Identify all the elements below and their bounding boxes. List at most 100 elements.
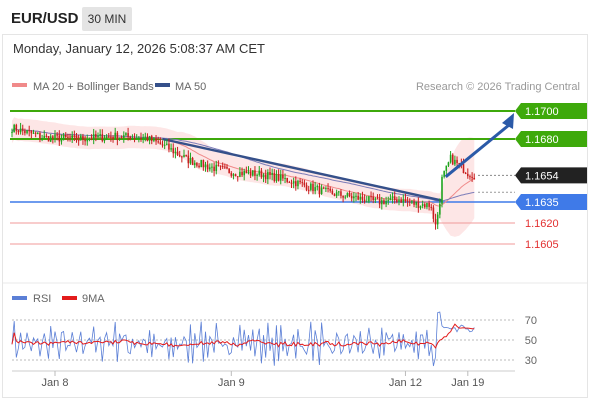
candle-body <box>254 170 256 176</box>
candle-body <box>355 195 357 197</box>
level-tag-support <box>515 194 587 210</box>
copyright-label: Research © 2026 Trading Central <box>416 81 580 93</box>
candle-body <box>236 176 239 178</box>
forecast-arrow <box>444 113 515 193</box>
candle-body <box>28 130 30 132</box>
candle-body <box>473 177 476 180</box>
rsi-line <box>11 311 475 367</box>
candle-body <box>64 134 67 137</box>
candle-body <box>370 196 372 198</box>
candle-body <box>451 154 454 165</box>
candle-body <box>417 201 420 209</box>
candle-body <box>221 166 224 168</box>
candle-body <box>15 124 18 131</box>
ma9-legend-label: 9MA <box>82 293 105 305</box>
candle-body <box>449 154 452 163</box>
candle-body <box>161 144 164 146</box>
time-tick-label: Jan 19 <box>451 377 484 389</box>
candle-body <box>54 134 56 139</box>
candle-body <box>314 187 316 192</box>
rsi-tick-label: 70 <box>525 315 537 327</box>
level-label-target: 1.1620 <box>525 218 559 230</box>
candle-body <box>335 192 338 196</box>
candle-body <box>196 162 198 166</box>
candle-body <box>114 132 116 139</box>
level-label-resistance: 1.1700 <box>525 106 559 118</box>
ma50-legend-label: MA 50 <box>175 81 206 93</box>
candle-body <box>267 172 269 180</box>
candle-body <box>138 137 140 139</box>
candlesticks <box>11 122 476 230</box>
candle-body <box>127 133 129 137</box>
symbol-title: EUR/USD <box>11 10 79 27</box>
candle-body <box>150 136 153 141</box>
candle-body <box>193 162 196 165</box>
candle-body <box>19 128 22 133</box>
candle-body <box>174 151 177 154</box>
candle-body <box>357 195 359 200</box>
candle-body <box>153 138 155 141</box>
candle-body <box>13 124 15 132</box>
candle-body <box>396 199 398 203</box>
candle-body <box>123 135 125 138</box>
candle-body <box>148 136 151 141</box>
candle-body <box>387 200 390 202</box>
candle-body <box>49 136 52 142</box>
candle-body <box>469 176 471 178</box>
candle-body <box>284 177 286 179</box>
candle-body <box>213 166 215 171</box>
candle-body <box>288 181 291 183</box>
candle-body <box>391 196 394 199</box>
candle-body <box>286 177 288 182</box>
candle-body <box>41 138 43 140</box>
candle-body <box>411 201 413 203</box>
candle-body <box>320 187 323 194</box>
candle-body <box>389 198 392 201</box>
candle-body <box>316 186 319 188</box>
candle-body <box>206 164 209 170</box>
level-label-target: 1.1605 <box>525 239 559 251</box>
candle-body <box>361 196 364 200</box>
candle-body <box>168 143 170 150</box>
candle-body <box>342 195 344 198</box>
candle-body <box>21 128 24 131</box>
candle-body <box>374 198 377 201</box>
candle-body <box>252 170 254 176</box>
candle-body <box>454 159 456 165</box>
candle-body <box>299 180 301 183</box>
candle-body <box>327 188 329 190</box>
candle-body <box>230 173 233 176</box>
candle-body <box>80 135 82 141</box>
time-tick-label: Jan 9 <box>218 377 245 389</box>
timeframe-badge[interactable]: 30 MIN <box>82 7 132 31</box>
candle-body <box>383 200 385 205</box>
candle-body <box>84 139 86 142</box>
candle-body <box>247 171 250 174</box>
candle-body <box>419 205 422 209</box>
candle-body <box>204 164 207 168</box>
candle-body <box>398 199 400 203</box>
candle-body <box>52 136 54 139</box>
candle-body <box>135 138 138 140</box>
candle-body <box>424 204 426 208</box>
rsi-legend-label: RSI <box>33 293 51 305</box>
candle-body <box>447 162 450 166</box>
candle-body <box>430 206 433 208</box>
level-labels: 1.1700 1.1680 1.1654 1.1635 1.1620 1.1605 <box>515 103 587 251</box>
chart-frame <box>2 34 588 398</box>
candle-body <box>428 203 430 207</box>
candle-body <box>217 164 220 166</box>
candle-body <box>307 189 310 191</box>
candle-body <box>305 185 308 190</box>
candle-body <box>45 135 48 137</box>
candle-body <box>17 130 20 133</box>
candle-body <box>88 138 91 140</box>
candle-body <box>140 137 142 139</box>
candle-body <box>39 132 41 139</box>
candle-body <box>60 138 63 142</box>
candle-body <box>90 138 93 140</box>
candle-body <box>133 137 136 139</box>
ma20-legend-swatch <box>12 83 27 87</box>
candle-body <box>241 171 243 176</box>
